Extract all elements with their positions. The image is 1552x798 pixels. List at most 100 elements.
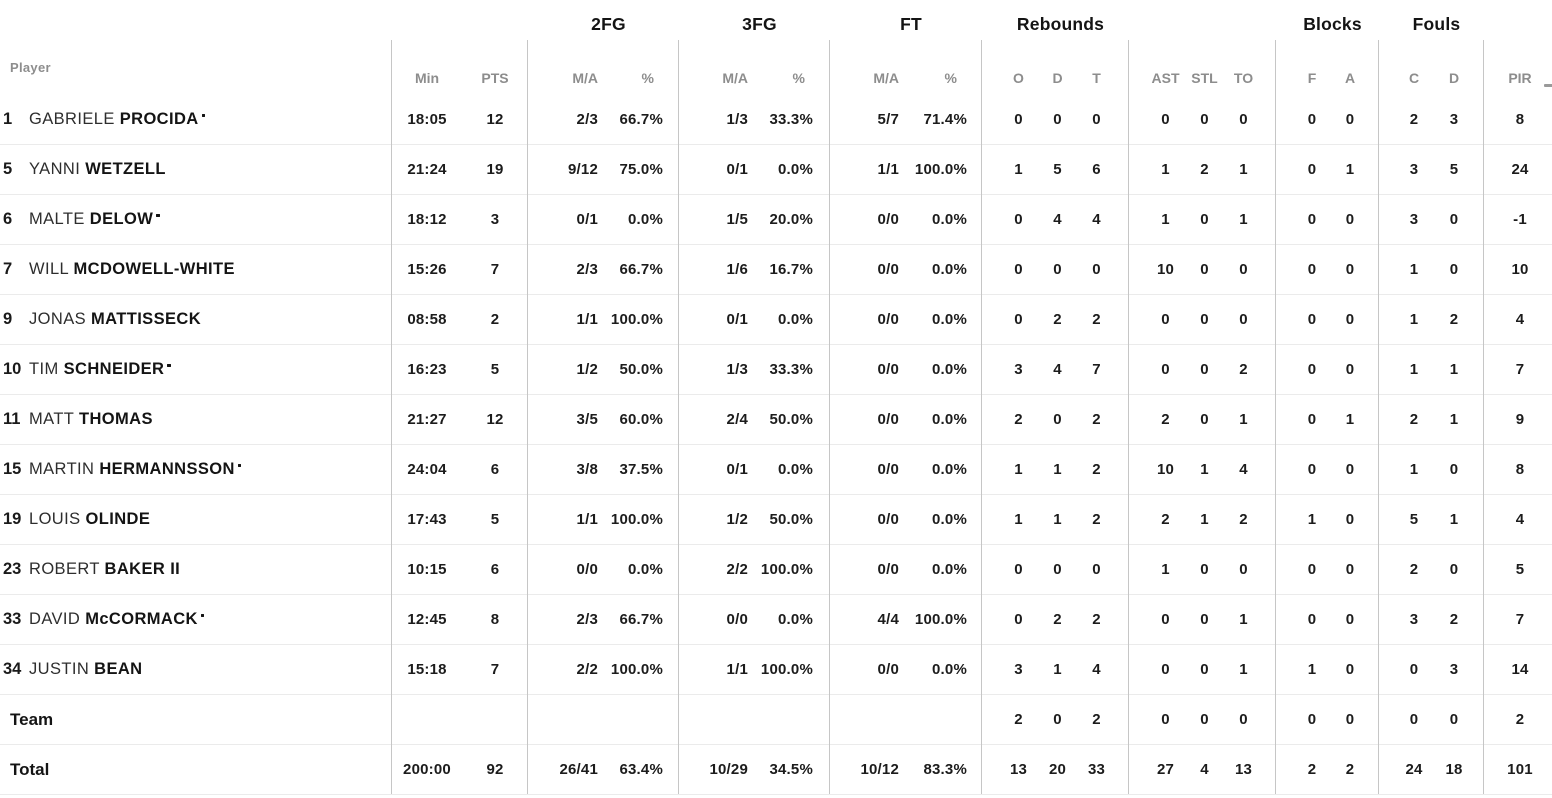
player-first-name[interactable]: MATT: [29, 410, 79, 428]
player-row[interactable]: 1 GABRIELE PROCIDA 18:05 12 2/3 66.7% 1/3 33.3%…: [0, 95, 1552, 145]
column-header-foul-d[interactable]: D: [1448, 70, 1460, 86]
column-header-reb-o[interactable]: O: [1013, 70, 1024, 86]
player-last-name[interactable]: McCORMACK: [85, 610, 198, 628]
column-header-ft-ma[interactable]: M/A: [873, 70, 899, 86]
cell-min: 12:45: [407, 611, 447, 628]
player-row[interactable]: 7 WILL MCDOWELL-WHITE 15:26 7 2/3 66.7% 1/6 16.…: [0, 245, 1552, 295]
column-header-ast[interactable]: AST: [1151, 70, 1180, 86]
cell-2fg-pct: 100.0%: [610, 511, 663, 528]
cell-pir: 4: [1515, 311, 1525, 328]
player-last-name[interactable]: SCHNEIDER: [63, 360, 165, 378]
cell-3fg-ma: 1/3: [726, 361, 748, 378]
column-header-reb-d[interactable]: D: [1052, 70, 1063, 86]
column-header-blk-a[interactable]: A: [1344, 70, 1356, 86]
player-last-name[interactable]: MCDOWELL-WHITE: [73, 260, 235, 278]
cell-reb-o: 0: [1014, 561, 1023, 578]
cell-foul-d: 3: [1449, 111, 1459, 128]
cell-to: 1: [1239, 611, 1248, 628]
player-row[interactable]: 11 MATT THOMAS 21:27 12 3/5 60.0% 2/4 50.0% 0/0 0…: [0, 395, 1552, 445]
cell-reb-t: 2: [1092, 311, 1101, 328]
cell-ft-pct: 100.0%: [914, 611, 967, 628]
player-first-name[interactable]: JONAS: [29, 310, 91, 328]
cell-2fg-pct: 75.0%: [619, 161, 663, 178]
cell-reb-o: 0: [1014, 111, 1023, 128]
column-header-3fg-ma[interactable]: M/A: [722, 70, 748, 86]
cell-3fg-pct: 16.7%: [769, 261, 813, 278]
column-header-reb-t[interactable]: T: [1092, 70, 1101, 86]
cell-blk-a: 0: [1345, 111, 1355, 128]
player-cell: 7 WILL MCDOWELL-WHITE: [0, 260, 391, 279]
cell-ast: 0: [1161, 311, 1170, 328]
divider-blocks-fouls: [1378, 40, 1379, 794]
cell-2fg-ma: 1/1: [576, 511, 598, 528]
player-last-name[interactable]: THOMAS: [78, 410, 153, 428]
cell-pir: 10: [1511, 261, 1529, 278]
player-row[interactable]: 23 ROBERT BAKER II 10:15 6 0/0 0.0% 2/2 100.0% 0…: [0, 545, 1552, 595]
cell-reb-t: 0: [1092, 561, 1101, 578]
cell-pts: 8: [490, 611, 500, 628]
cell-blk-f: 0: [1307, 711, 1317, 728]
column-header-2fg-pct[interactable]: %: [641, 70, 654, 86]
cell-foul-d: 0: [1449, 261, 1459, 278]
player-row[interactable]: 6 MALTE DELOW 18:12 3 0/1 0.0% 1/5 20.0% 0/0 0.0%…: [0, 195, 1552, 245]
player-row[interactable]: 15 MARTIN HERMANNSSON 24:04 6 3/8 37.5% 0/1 0.0…: [0, 445, 1552, 495]
column-header-stl[interactable]: STL: [1191, 70, 1218, 86]
player-row[interactable]: 33 DAVID McCORMACK 12:45 8 2/3 66.7% 0/0 0.0% 4/…: [0, 595, 1552, 645]
player-last-name[interactable]: WETZELL: [85, 160, 166, 178]
player-first-name[interactable]: YANNI: [29, 160, 86, 178]
cell-reb-t: 2: [1092, 511, 1101, 528]
column-header-to[interactable]: TO: [1233, 70, 1254, 86]
player-first-name[interactable]: TIM: [29, 360, 64, 378]
cell-pir: 8: [1515, 461, 1525, 478]
player-first-name[interactable]: ROBERT: [29, 560, 105, 578]
column-subheader-row: Min PTS M/A % M/A % M/A % O D T AST STL …: [0, 67, 1552, 89]
player-first-name[interactable]: DAVID: [29, 610, 86, 628]
cell-3fg-ma: 1/3: [726, 111, 748, 128]
player-row[interactable]: 19 LOUIS OLINDE 17:43 5 1/1 100.0% 1/2 50.0% 0/0…: [0, 495, 1552, 545]
column-header-pir[interactable]: PIR: [1508, 70, 1532, 86]
cell-reb-o: 1: [1014, 161, 1023, 178]
cell-min: 17:43: [407, 511, 447, 528]
column-header-blk-f[interactable]: F: [1307, 70, 1317, 86]
player-first-name[interactable]: JUSTIN: [29, 660, 95, 678]
player-last-name[interactable]: HERMANNSSON: [99, 460, 235, 478]
player-row[interactable]: 34 JUSTIN BEAN 15:18 7 2/2 100.0% 1/1 100.0% 0/0…: [0, 645, 1552, 695]
player-first-name[interactable]: GABRIELE: [29, 110, 120, 128]
column-header-2fg-ma[interactable]: M/A: [572, 70, 598, 86]
cell-3fg-pct: 20.0%: [769, 211, 813, 228]
cell-foul-d: 18: [1445, 761, 1463, 778]
player-row[interactable]: 10 TIM SCHNEIDER 16:23 5 1/2 50.0% 1/3 33.3% 0/0…: [0, 345, 1552, 395]
player-first-name[interactable]: WILL: [29, 260, 74, 278]
column-header-ft-pct[interactable]: %: [944, 70, 957, 86]
cell-pir: 2: [1515, 711, 1525, 728]
cell-reb-o: 3: [1014, 661, 1023, 678]
cell-blk-a: 1: [1345, 411, 1355, 428]
cell-ft-pct: 0.0%: [932, 211, 967, 228]
column-header-foul-c[interactable]: C: [1408, 70, 1420, 86]
player-last-name[interactable]: DELOW: [89, 210, 154, 228]
cell-reb-d: 20: [1048, 761, 1067, 778]
cell-min: 16:23: [407, 361, 447, 378]
cell-ft-pct: 71.4%: [923, 111, 967, 128]
cell-reb-t: 2: [1092, 711, 1101, 728]
cell-2fg-pct: 66.7%: [619, 611, 663, 628]
player-first-name[interactable]: MARTIN: [29, 460, 100, 478]
cell-foul-c: 2: [1409, 411, 1419, 428]
player-row[interactable]: 5 YANNI WETZELL 21:24 19 9/12 75.0% 0/1 0.0% 1/1…: [0, 145, 1552, 195]
player-first-name[interactable]: LOUIS: [29, 510, 86, 528]
cell-pts: 7: [490, 661, 500, 678]
player-first-name[interactable]: MALTE: [29, 210, 90, 228]
column-header-min[interactable]: Min: [414, 70, 440, 86]
player-row[interactable]: 9 JONAS MATTISSECK 08:58 2 1/1 100.0% 0/1 0.0% 0…: [0, 295, 1552, 345]
player-last-name[interactable]: MATTISSECK: [91, 310, 202, 328]
sort-indicator-icon[interactable]: [1544, 84, 1552, 87]
cell-3fg-ma: 0/1: [726, 311, 748, 328]
column-header-3fg-pct[interactable]: %: [792, 70, 805, 86]
cell-foul-c: 0: [1409, 711, 1419, 728]
player-last-name[interactable]: BEAN: [94, 660, 143, 678]
player-last-name[interactable]: OLINDE: [85, 510, 151, 528]
column-header-pts[interactable]: PTS: [481, 70, 509, 86]
cell-stl: 0: [1200, 111, 1209, 128]
player-last-name[interactable]: PROCIDA: [119, 110, 199, 128]
player-last-name[interactable]: BAKER II: [104, 560, 181, 578]
